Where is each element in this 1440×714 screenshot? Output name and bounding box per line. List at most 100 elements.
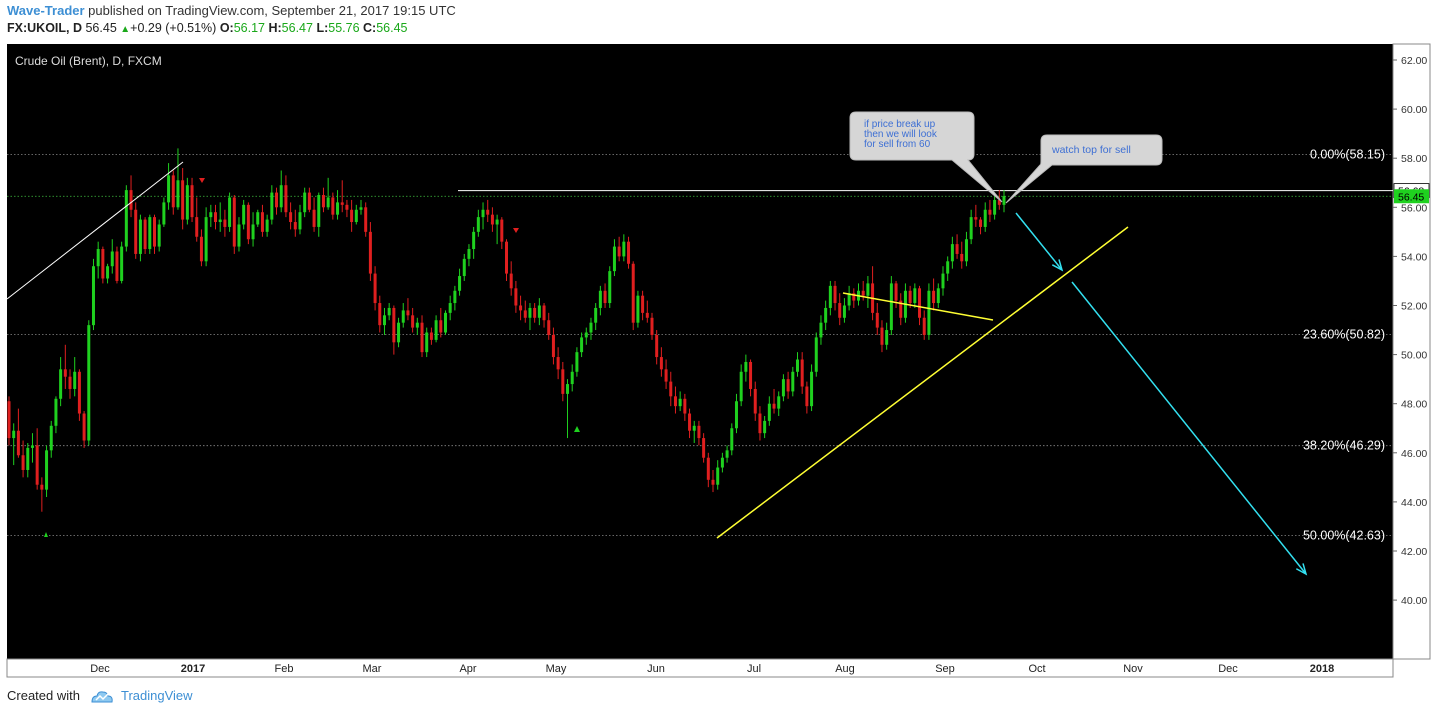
candle-body	[894, 283, 898, 301]
candle-body	[481, 209, 485, 218]
chart-title: Crude Oil (Brent), D, FXCM	[15, 54, 162, 68]
candle-body	[763, 420, 767, 434]
candle-body	[401, 310, 405, 323]
candle-body	[392, 307, 396, 343]
candle-body	[547, 320, 551, 335]
candle-body	[321, 195, 325, 208]
candle-body	[688, 413, 692, 431]
sell-signal-marker	[199, 178, 205, 183]
price-chart[interactable]: 62.00 60.00 58.00 56.00 54.00 52.00 50.00 48.00…	[0, 40, 1440, 684]
candle-body	[26, 447, 30, 470]
candle-body	[936, 288, 940, 304]
candle-body	[293, 222, 297, 230]
callout-break-up-text: for sell from 60	[864, 139, 931, 150]
candle-body	[617, 246, 621, 257]
candle-body	[260, 212, 264, 232]
candle-body	[974, 217, 978, 220]
candle-body	[528, 307, 532, 318]
candle-body	[242, 204, 246, 225]
x-tick-label: May	[546, 663, 567, 675]
author-link[interactable]: Wave-Trader	[7, 3, 85, 18]
candle-body	[96, 249, 100, 267]
candle-body	[645, 312, 649, 318]
candle-body	[289, 212, 293, 223]
y-tick-label: 46.00	[1401, 448, 1427, 460]
falling-resistance-line	[842, 292, 994, 321]
candle-body	[411, 315, 415, 328]
projection-arrow-short-head	[1051, 259, 1064, 272]
candle-body	[228, 197, 232, 227]
candle-body	[181, 180, 185, 220]
candle-body	[814, 337, 818, 372]
candle-body	[683, 398, 687, 414]
candle-body	[382, 315, 386, 326]
candle-body	[40, 484, 44, 490]
y-tick-label: 56.00	[1401, 202, 1427, 214]
candle-body	[279, 185, 283, 208]
x-tick-label: 2017	[181, 663, 205, 675]
candle-body	[631, 263, 635, 323]
candle-body	[373, 273, 377, 304]
candle-body	[472, 231, 476, 250]
candle-body	[842, 305, 846, 318]
candle-body	[490, 214, 494, 225]
candle-body	[941, 273, 945, 289]
rising-support-line	[716, 226, 1129, 539]
candle-body	[195, 217, 199, 237]
candle-body	[702, 438, 706, 458]
candle-body	[767, 403, 771, 421]
candle-body	[171, 175, 175, 208]
candle-body	[1002, 196, 1006, 205]
price-axis-panel	[1392, 43, 1431, 660]
high-label: H:	[268, 21, 282, 35]
candle-body	[439, 320, 443, 333]
candle-body	[307, 192, 311, 210]
candle-body	[275, 192, 279, 208]
candle-body	[406, 310, 410, 316]
candle-body	[218, 219, 222, 223]
candle-body	[336, 202, 340, 215]
candle-body	[805, 386, 809, 407]
candle-body	[49, 425, 53, 451]
candle-body	[641, 295, 645, 313]
x-tick-label: Dec	[90, 663, 110, 675]
candle-body	[214, 212, 218, 223]
candle-body	[730, 428, 734, 451]
candle-body	[425, 332, 429, 353]
open-value: 56.17	[233, 21, 265, 35]
close-value: 56.45	[376, 21, 408, 35]
candle-body	[420, 322, 424, 353]
x-tick-label: 2018	[1310, 663, 1334, 675]
plot-background	[7, 44, 1393, 659]
candle-body	[706, 457, 710, 480]
tradingview-link[interactable]: TradingView	[121, 688, 193, 703]
candle-body	[561, 369, 565, 394]
candle-body	[429, 332, 433, 340]
candle-body	[753, 388, 757, 414]
candle-body	[340, 202, 344, 205]
candle-body	[232, 197, 236, 247]
candle-body	[199, 236, 203, 262]
y-tick-label: 50.00	[1401, 350, 1427, 362]
candle-body	[476, 217, 480, 232]
candle-body	[885, 330, 889, 345]
candle-body	[453, 290, 457, 304]
candle-body	[819, 322, 823, 338]
candle-body	[664, 369, 668, 382]
candle-body	[143, 219, 147, 250]
candle-body	[387, 307, 391, 316]
candle-body	[908, 290, 912, 304]
candle-body	[514, 288, 518, 306]
callout-break-up-text: if price break up	[864, 119, 936, 130]
candle-body	[669, 381, 673, 397]
candle-body	[603, 290, 607, 304]
candle-body	[298, 212, 302, 230]
y-tick-label: 60.00	[1401, 104, 1427, 116]
candle-body	[16, 430, 20, 456]
projection-arrow-long-head	[1295, 563, 1308, 576]
candle-body	[350, 209, 354, 223]
candle-body	[303, 192, 307, 213]
candle-body	[955, 244, 959, 254]
candle-body	[110, 251, 114, 267]
x-tick-label: Dec	[1218, 663, 1238, 675]
